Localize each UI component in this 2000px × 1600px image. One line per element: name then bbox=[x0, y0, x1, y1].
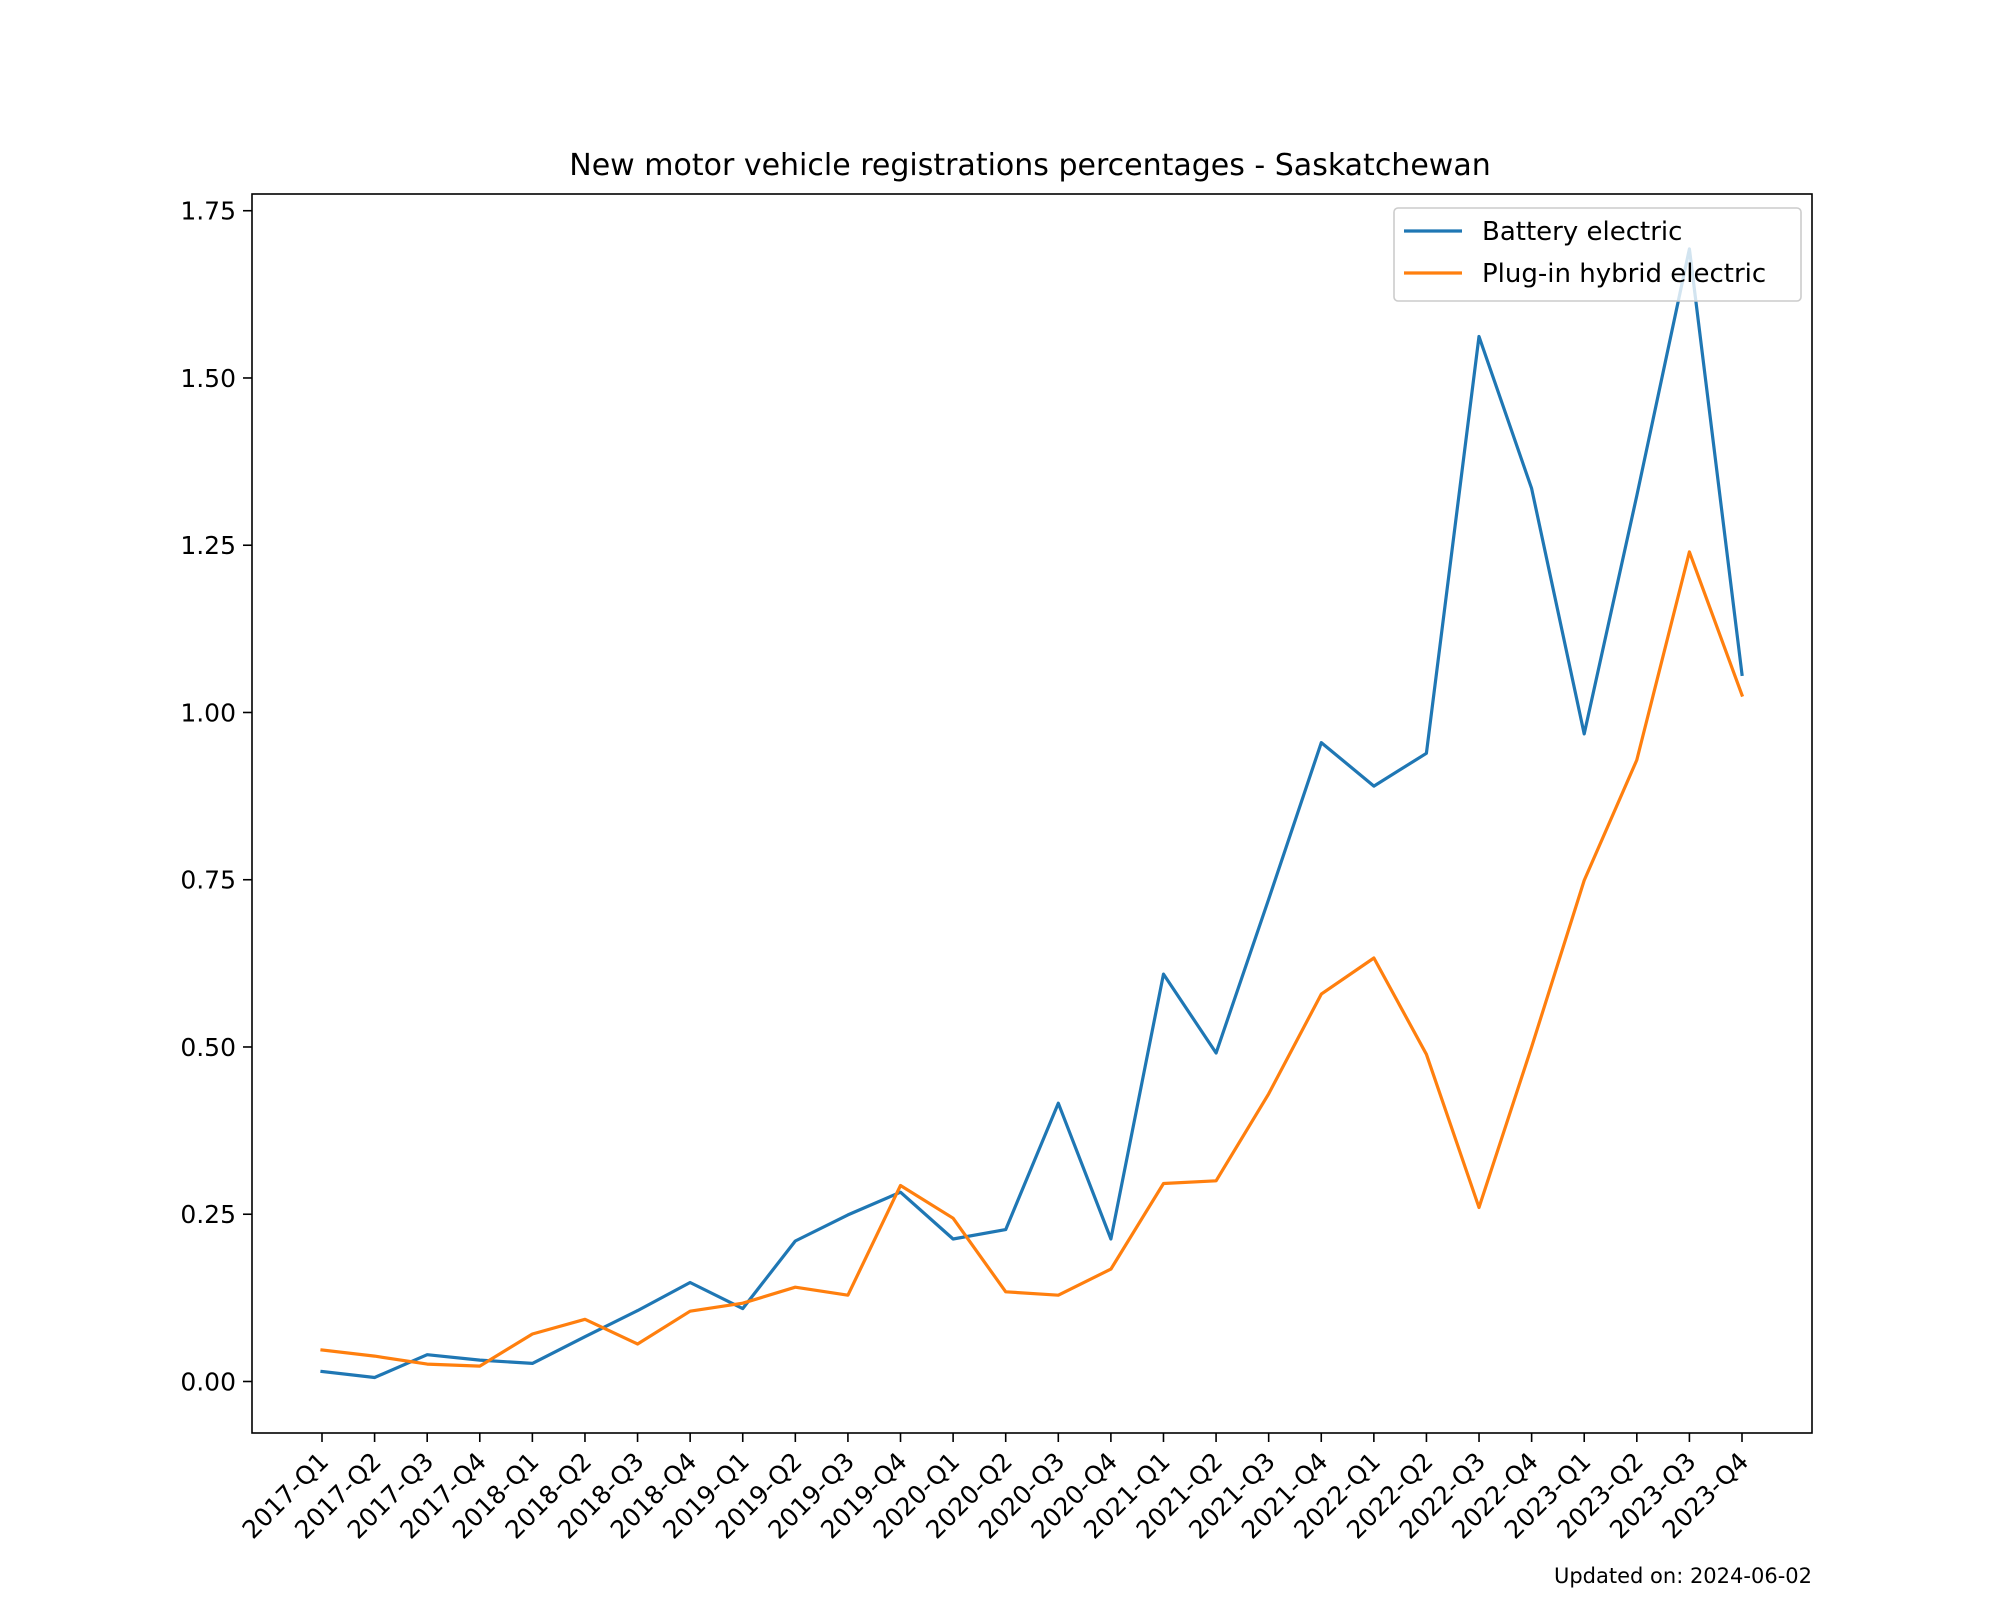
y-tick-label: 1.50 bbox=[180, 364, 236, 393]
y-tick-label: 0.25 bbox=[180, 1200, 236, 1229]
series-line-battery-electric bbox=[320, 247, 1744, 1380]
y-tick-label: 0.00 bbox=[180, 1367, 236, 1396]
updated-note: Updated on: 2024-06-02 bbox=[1553, 1564, 1812, 1588]
x-axis: 2017-Q12017-Q22017-Q32017-Q42018-Q12018-… bbox=[237, 1433, 1754, 1544]
legend: Battery electric Plug-in hybrid electric bbox=[1393, 207, 1802, 302]
legend-label: Battery electric bbox=[1482, 217, 1682, 247]
series-group bbox=[320, 247, 1745, 1380]
legend-label: Plug-in hybrid electric bbox=[1482, 259, 1766, 289]
y-tick-label: 1.00 bbox=[180, 698, 236, 727]
chart-title: New motor vehicle registrations percenta… bbox=[569, 148, 1490, 183]
series-line-plug-in-hybrid-electric bbox=[320, 550, 1745, 1368]
y-tick-label: 0.75 bbox=[180, 866, 236, 895]
y-tick-label: 1.75 bbox=[180, 197, 236, 226]
legend-box bbox=[1393, 207, 1802, 302]
y-tick-label: 0.50 bbox=[180, 1033, 236, 1062]
plot-frame bbox=[251, 193, 1813, 1434]
y-axis: 0.00 0.25 0.50 0.75 1.00 1.25 1.50 1.75 bbox=[180, 197, 252, 1396]
y-tick-label: 1.25 bbox=[180, 531, 236, 560]
